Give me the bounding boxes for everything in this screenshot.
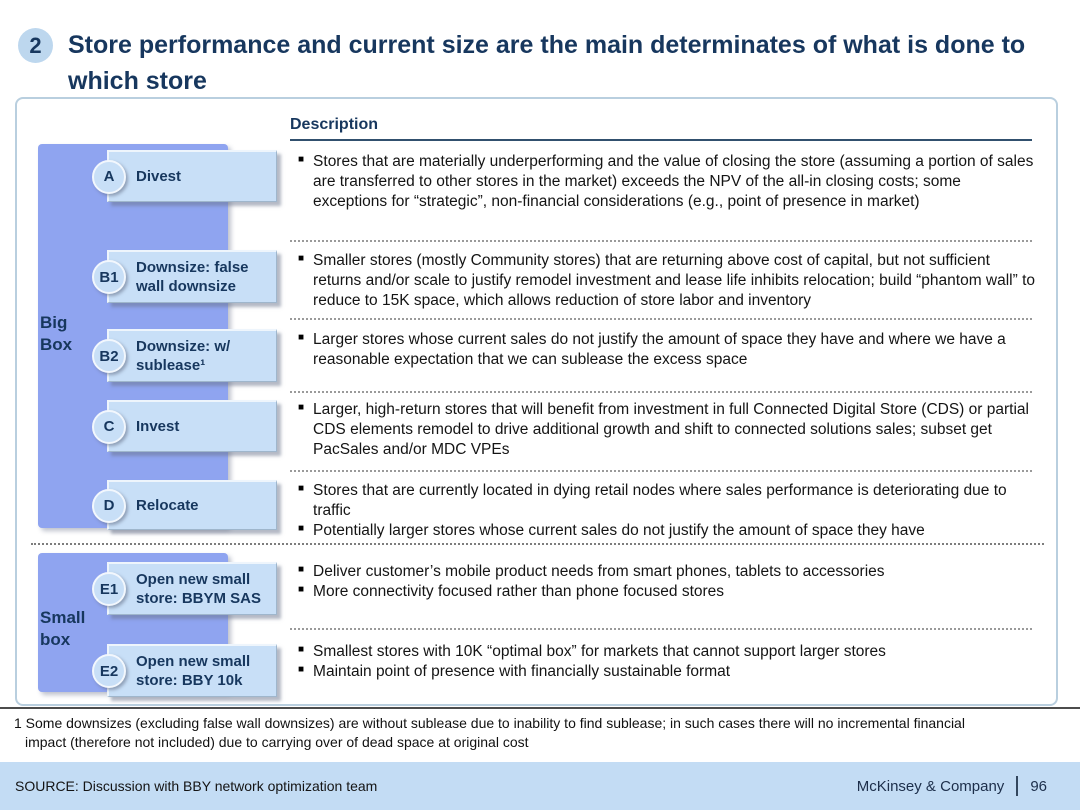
slide-number: 2 — [29, 32, 42, 58]
footnote-divider-line — [0, 707, 1080, 709]
description-bby-10k: ■ Smallest stores with 10K “optimal box”… — [298, 642, 1038, 682]
option-badge-e2: E2 — [92, 654, 126, 688]
bullet-text: Smaller stores (mostly Community stores)… — [313, 252, 1036, 309]
brand-divider — [1016, 776, 1019, 796]
bullet-icon: ■ — [298, 154, 305, 165]
option-box-downsize-sublease: B2 Downsize: w/ sublease¹ — [92, 329, 277, 382]
option-box-invest: C Invest — [92, 400, 277, 452]
bullet-text: Stores that are materially underperformi… — [313, 153, 1034, 210]
big-box-group-label: Big Box — [40, 313, 73, 354]
bullet-text: More connectivity focused rather than ph… — [313, 583, 725, 600]
option-box-bby-10k: E2 Open new small store: BBY 10k — [92, 644, 277, 697]
bullet-text: Stores that are currently located in dyi… — [313, 482, 1007, 519]
bullet-item: ■ Smallest stores with 10K “optimal box”… — [298, 642, 1038, 662]
option-badge-d: D — [92, 488, 126, 523]
bullet-text: Potentially larger stores whose current … — [313, 522, 925, 539]
bullet-item: ■ Deliver customer’s mobile product need… — [298, 562, 1038, 582]
row-separator — [290, 240, 1032, 242]
row-separator — [290, 628, 1032, 630]
option-badge-a: A — [92, 159, 126, 194]
description-column-header: Description — [290, 116, 379, 133]
bullet-item: ■ Stores that are materially underperfor… — [298, 152, 1038, 212]
option-box-false-wall-downsize: B1 Downsize: false wall downsize — [92, 250, 277, 303]
option-badge-b2: B2 — [92, 339, 126, 373]
option-badge-c: C — [92, 409, 126, 444]
bullet-icon: ■ — [298, 564, 305, 575]
bullet-item: ■ Stores that are currently located in d… — [298, 481, 1038, 521]
page-title: Store performance and current size are t… — [68, 31, 1026, 95]
option-label-bbym-sas: Open new small store: BBYM SAS — [136, 571, 262, 607]
row-separator — [290, 318, 1032, 320]
source-text: SOURCE: Discussion with BBY network opti… — [15, 778, 378, 794]
option-badge-e1: E1 — [92, 572, 126, 606]
page-number: 96 — [1030, 777, 1047, 795]
description-bbym-sas: ■ Deliver customer’s mobile product need… — [298, 562, 1038, 602]
description-downsize-sublease: ■ Larger stores whose current sales do n… — [298, 330, 1038, 370]
description-relocate: ■ Stores that are currently located in d… — [298, 481, 1038, 541]
option-label-downsize-sublease: Downsize: w/ sublease¹ — [136, 338, 231, 374]
option-box-divest: A Divest — [92, 150, 277, 202]
bullet-text: Larger stores whose current sales do not… — [313, 331, 1006, 368]
bullet-item: ■ Maintain point of presence with financ… — [298, 662, 1038, 682]
option-badge-b1: B1 — [92, 260, 126, 294]
footer-bar: SOURCE: Discussion with BBY network opti… — [0, 762, 1080, 810]
company-name: McKinsey & Company — [856, 777, 1005, 795]
bullet-item: ■ Larger stores whose current sales do n… — [298, 330, 1038, 370]
bullet-text: Deliver customer’s mobile product needs … — [313, 563, 885, 580]
bullet-icon: ■ — [298, 402, 305, 413]
option-label-false-wall-downsize: Downsize: false wall downsize — [136, 259, 249, 295]
group-separator — [31, 543, 1044, 545]
bullet-icon: ■ — [298, 584, 305, 595]
bullet-icon: ■ — [298, 483, 305, 494]
slide-number-badge: 2 — [18, 28, 53, 63]
row-separator — [290, 391, 1032, 393]
small-box-group-label: Small box — [40, 608, 86, 649]
bullet-item: ■ Smaller stores (mostly Community store… — [298, 251, 1038, 311]
option-label-relocate: Relocate — [136, 497, 199, 514]
option-box-relocate: D Relocate — [92, 480, 277, 530]
footnote: 1 Some downsizes (excluding false wall d… — [14, 715, 965, 750]
description-divest: ■ Stores that are materially underperfor… — [298, 152, 1038, 212]
bullet-item: ■ Potentially larger stores whose curren… — [298, 521, 1038, 541]
option-label-invest: Invest — [136, 418, 180, 435]
option-label-bby-10k: Open new small store: BBY 10k — [136, 653, 251, 689]
option-label-divest: Divest — [136, 168, 182, 185]
description-invest: ■ Larger, high-return stores that will b… — [298, 400, 1038, 460]
bullet-icon: ■ — [298, 523, 305, 534]
bullet-text: Larger, high-return stores that will ben… — [313, 401, 1029, 458]
bullet-icon: ■ — [298, 644, 305, 655]
bullet-item: ■ More connectivity focused rather than … — [298, 582, 1038, 602]
bullet-text: Maintain point of presence with financia… — [313, 663, 731, 680]
description-header-rule — [290, 139, 1032, 141]
content-frame: Description Big Box Small box A Divest B… — [15, 97, 1058, 706]
brand-block: McKinsey & Company 96 — [857, 776, 1047, 796]
bullet-item: ■ Larger, high-return stores that will b… — [298, 400, 1038, 460]
description-false-wall-downsize: ■ Smaller stores (mostly Community store… — [298, 251, 1038, 311]
bullet-icon: ■ — [298, 664, 305, 675]
bullet-text: Smallest stores with 10K “optimal box” f… — [313, 643, 886, 660]
row-separator — [290, 470, 1032, 472]
bullet-icon: ■ — [298, 253, 305, 264]
bullet-icon: ■ — [298, 332, 305, 343]
option-box-bbym-sas: E1 Open new small store: BBYM SAS — [92, 562, 277, 615]
